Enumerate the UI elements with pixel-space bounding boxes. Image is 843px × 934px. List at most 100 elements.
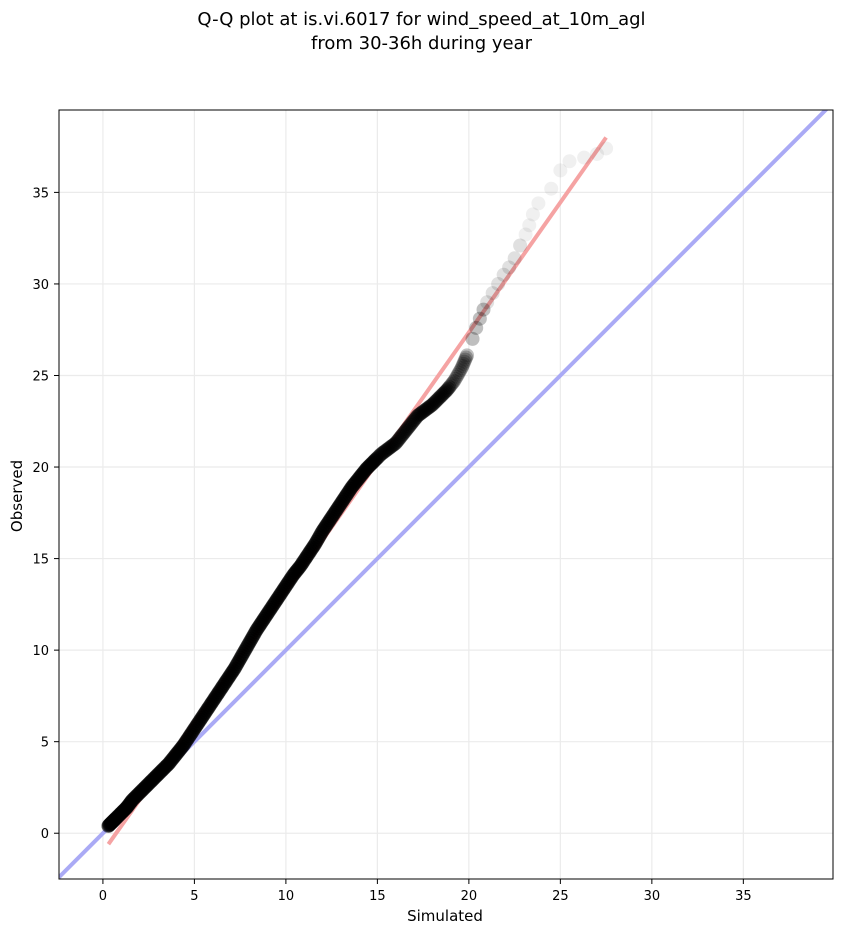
- quantile-point: [562, 154, 577, 169]
- quantile-point: [417, 403, 432, 418]
- quantile-point: [392, 431, 407, 446]
- quantile-point: [405, 414, 420, 429]
- quantile-point: [480, 295, 495, 310]
- quantile-point: [410, 408, 425, 423]
- quantile-point: [382, 440, 397, 455]
- quantile-point: [502, 260, 517, 275]
- quantile-point: [411, 407, 426, 422]
- quantile-point: [371, 449, 386, 464]
- quantile-point: [388, 436, 403, 451]
- quantile-point: [376, 445, 391, 460]
- quantile-point: [372, 448, 387, 463]
- quantile-point: [450, 367, 465, 382]
- quantile-point: [455, 359, 470, 374]
- quantile-point: [387, 437, 402, 452]
- quantile-point: [456, 356, 471, 371]
- quantile-point: [416, 404, 431, 419]
- quantile-point: [460, 348, 475, 363]
- quantile-point: [426, 396, 441, 411]
- quantile-point: [400, 420, 415, 435]
- quantile-point: [374, 447, 389, 462]
- quantile-point: [380, 442, 395, 457]
- quantile-point: [370, 450, 385, 465]
- y-tick-label: 10: [32, 644, 49, 659]
- quantile-point: [444, 377, 459, 392]
- quantile-point: [393, 430, 408, 445]
- quantile-point: [421, 400, 436, 415]
- quantile-point: [402, 419, 417, 434]
- x-tick-label: 25: [552, 889, 569, 904]
- quantile-point: [427, 395, 442, 410]
- x-tick-label: 30: [644, 889, 661, 904]
- quantile-point: [599, 141, 614, 156]
- quantile-point: [391, 433, 406, 448]
- x-axis-label: Simulated: [407, 907, 483, 925]
- quantile-point: [525, 207, 540, 222]
- quantile-point: [404, 416, 419, 431]
- quantile-point: [432, 390, 447, 405]
- x-tick-label: 10: [278, 889, 295, 904]
- chart-title-line-1: Q-Q plot at is.vi.6017 for wind_speed_at…: [197, 9, 646, 30]
- quantile-point: [446, 375, 461, 390]
- quantile-point: [413, 406, 428, 421]
- y-tick-label: 5: [41, 736, 49, 751]
- quantile-point: [385, 438, 400, 453]
- quantile-point: [453, 363, 468, 378]
- quantile-point: [377, 444, 392, 459]
- quantile-point: [522, 218, 537, 233]
- y-tick-label: 35: [32, 186, 49, 201]
- quantile-point: [443, 378, 458, 393]
- quantile-point: [383, 439, 398, 454]
- quantile-point: [414, 406, 429, 421]
- quantile-point: [386, 438, 401, 453]
- quantile-point: [420, 401, 435, 416]
- quantile-point: [424, 398, 439, 413]
- quantile-points: [101, 141, 614, 833]
- quantile-point: [491, 276, 506, 291]
- quantile-point: [399, 422, 414, 437]
- y-tick-label: 25: [32, 369, 49, 384]
- quantile-point: [415, 405, 430, 420]
- quantile-point: [428, 394, 443, 409]
- quantile-point: [430, 392, 445, 407]
- quantile-point: [553, 163, 568, 178]
- quantile-point: [465, 331, 480, 346]
- y-tick-label: 30: [32, 278, 49, 293]
- quantile-point: [448, 371, 463, 386]
- axis-ticks: 0 5 10 15 20 25 30 35 0 5 10 15 20 25 30 35: [32, 186, 751, 904]
- quantile-point: [403, 417, 418, 432]
- quantile-point: [454, 361, 469, 376]
- y-tick-label: 15: [32, 553, 49, 568]
- quantile-point: [369, 452, 384, 467]
- quantile-point: [531, 196, 546, 211]
- quantile-point: [435, 388, 450, 403]
- quantile-point: [378, 443, 393, 458]
- quantile-point: [381, 441, 396, 456]
- quantile-point: [469, 320, 484, 335]
- quantile-point: [409, 410, 424, 425]
- chart-title-line-2: from 30-36h during year: [311, 33, 532, 54]
- quantile-point: [437, 385, 452, 400]
- quantile-point: [458, 352, 473, 367]
- y-tick-label: 0: [41, 827, 49, 842]
- plot-frame: [58, 109, 834, 880]
- quantile-point: [449, 369, 464, 384]
- quantile-point: [472, 311, 487, 326]
- quantile-point: [447, 373, 462, 388]
- quantile-point: [425, 397, 440, 412]
- quantile-point: [452, 365, 467, 380]
- quantile-point: [513, 238, 528, 253]
- quantile-point: [476, 302, 491, 317]
- quantile-point: [408, 411, 423, 426]
- quantile-point: [431, 391, 446, 406]
- quantile-point: [406, 413, 421, 428]
- quantile-point: [397, 425, 412, 440]
- x-tick-label: 20: [461, 889, 478, 904]
- quantile-point: [419, 402, 434, 417]
- x-tick-label: 0: [99, 889, 107, 904]
- quantile-point: [398, 424, 413, 439]
- quantile-point: [439, 383, 454, 398]
- quantile-point: [457, 354, 472, 369]
